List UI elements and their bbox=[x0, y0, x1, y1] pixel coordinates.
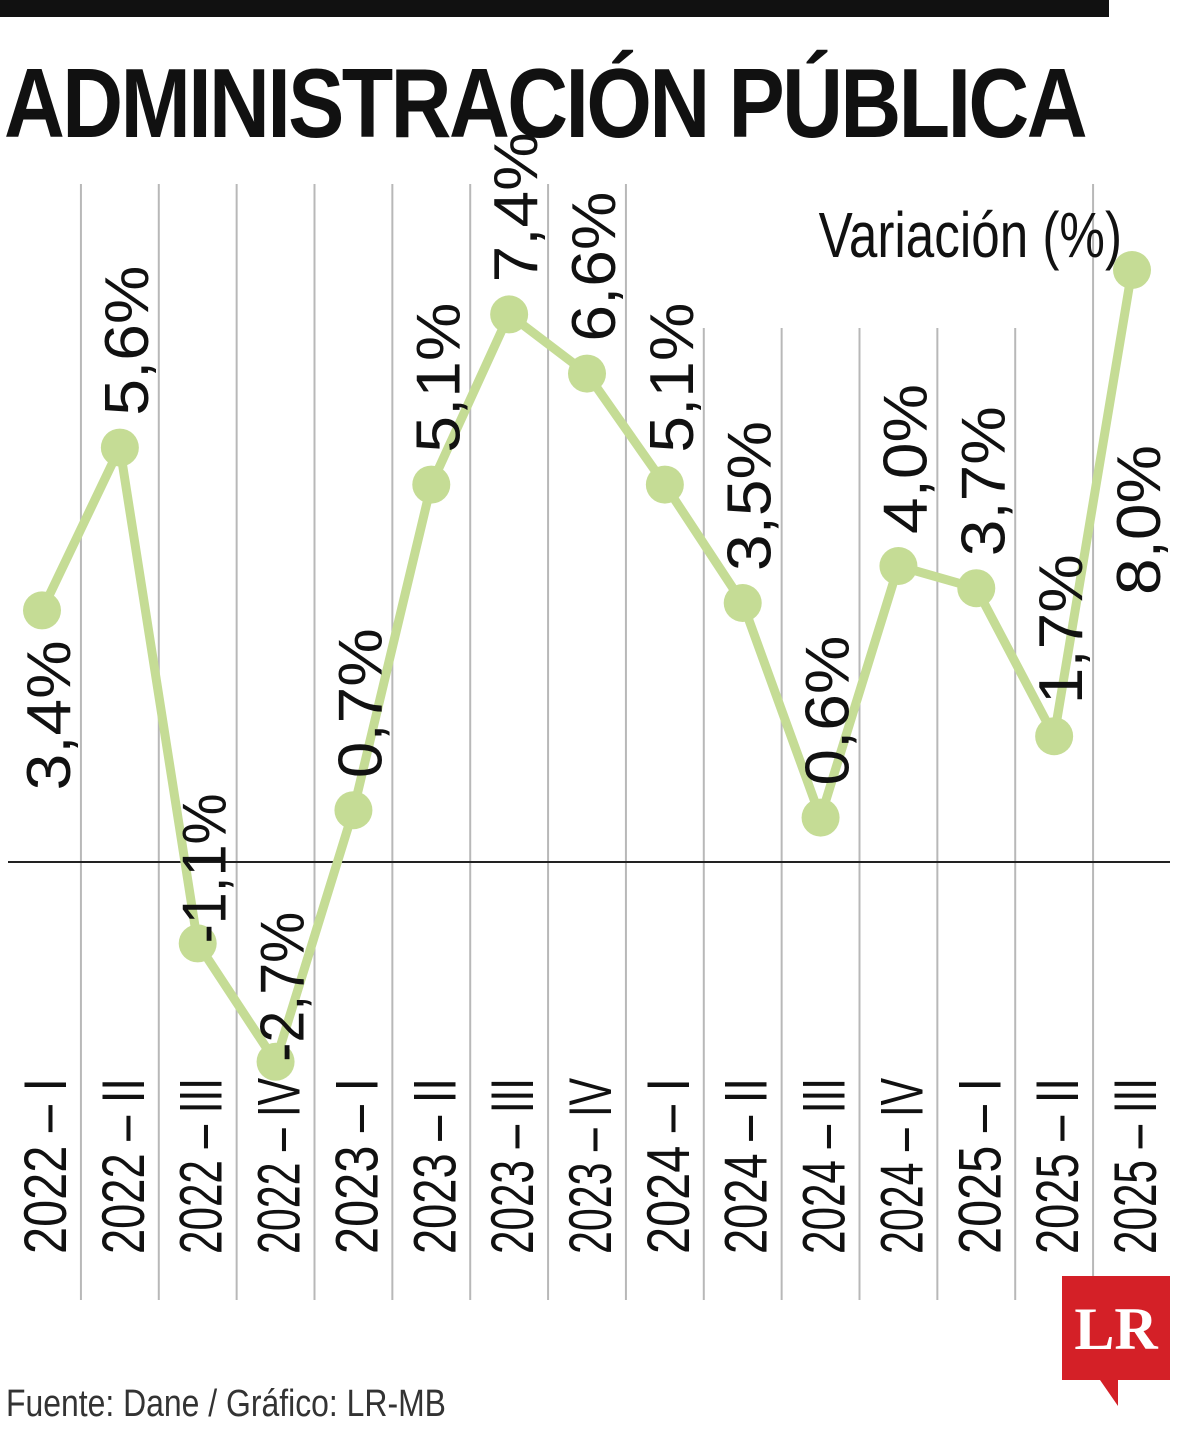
data-point-5 bbox=[334, 791, 373, 830]
data-label-7: 7,4% bbox=[482, 132, 551, 282]
x-tick-label-8: 2023 – IV bbox=[557, 1078, 624, 1254]
data-point-9 bbox=[645, 465, 684, 504]
data-label-2: 5,6% bbox=[93, 266, 162, 416]
data-label-13: 3,7% bbox=[949, 406, 1018, 556]
x-tick-label-10: 2024 – II bbox=[713, 1078, 780, 1254]
data-label-8: 6,6% bbox=[560, 192, 629, 342]
data-point-6 bbox=[412, 465, 451, 504]
x-tick-label-15: 2025 – III bbox=[1102, 1078, 1169, 1254]
lr-logo: LR bbox=[1062, 1276, 1170, 1406]
x-tick-label-5: 2023 – I bbox=[323, 1078, 390, 1254]
logo-badge-shape bbox=[1062, 1276, 1170, 1406]
data-point-4 bbox=[256, 1042, 295, 1081]
x-tick-label-9: 2024 – I bbox=[635, 1078, 702, 1254]
data-point-11 bbox=[801, 798, 840, 837]
x-tick-label-14: 2025 – II bbox=[1024, 1078, 1091, 1254]
data-point-10 bbox=[723, 584, 762, 622]
data-point-3 bbox=[178, 924, 217, 963]
gridlines bbox=[79, 184, 1095, 1300]
x-tick-label-3: 2022 – III bbox=[168, 1078, 235, 1254]
x-tick-label-7: 2023 – III bbox=[479, 1078, 546, 1254]
data-point-8 bbox=[568, 354, 606, 393]
data-point-12 bbox=[879, 547, 918, 585]
data-label-4: -2,7% bbox=[249, 912, 318, 1062]
data-point-1 bbox=[23, 591, 61, 630]
data-label-15: 8,0% bbox=[1105, 445, 1174, 595]
series-line-group bbox=[23, 251, 1151, 1081]
x-tick-label-4: 2022 – IV bbox=[246, 1078, 313, 1254]
data-labels: 3,4%5,6%-1,1%-2,7%0,7%5,1%7,4% 6,6%5,1%3,… bbox=[15, 132, 1174, 1061]
source-note: Fuente: Dane / Gráfico: LR-MB bbox=[6, 1383, 446, 1425]
data-point-15 bbox=[1113, 251, 1151, 289]
data-label-6: 5,1% bbox=[404, 303, 473, 453]
y-axis-label: Variación (%) bbox=[819, 201, 1122, 272]
chart-title: ADMINISTRACIÓN PÚBLICA bbox=[4, 48, 1088, 158]
data-label-3: -1,1% bbox=[171, 793, 240, 943]
x-tick-label-11: 2024 – III bbox=[791, 1078, 858, 1254]
data-label-1: 3,4% bbox=[15, 640, 84, 790]
data-label-11: 0,6% bbox=[794, 636, 863, 786]
x-tick-label-1: 2022 – I bbox=[12, 1078, 79, 1254]
data-label-10: 3,5% bbox=[716, 421, 785, 571]
data-point-14 bbox=[1035, 717, 1074, 756]
data-label-5: 0,7% bbox=[326, 628, 395, 778]
data-label-9: 5,1% bbox=[638, 303, 707, 453]
data-label-14: 1,7% bbox=[1027, 554, 1096, 704]
top-rule bbox=[0, 0, 1109, 17]
x-tick-labels: 2022 – I 2022 – II 2022 – III 2022 – IV 2023… bbox=[12, 1078, 1169, 1254]
data-point-7 bbox=[490, 295, 529, 334]
data-label-12: 4,0% bbox=[871, 384, 940, 534]
x-tick-label-12: 2024 – IV bbox=[868, 1078, 935, 1254]
x-tick-label-2: 2022 – II bbox=[90, 1078, 157, 1254]
x-tick-label-13: 2025 – I bbox=[946, 1078, 1013, 1254]
data-point-13 bbox=[957, 569, 996, 608]
x-tick-label-6: 2023 – II bbox=[401, 1078, 468, 1254]
logo-text: LR bbox=[1074, 1296, 1158, 1362]
data-point-2 bbox=[100, 428, 139, 467]
